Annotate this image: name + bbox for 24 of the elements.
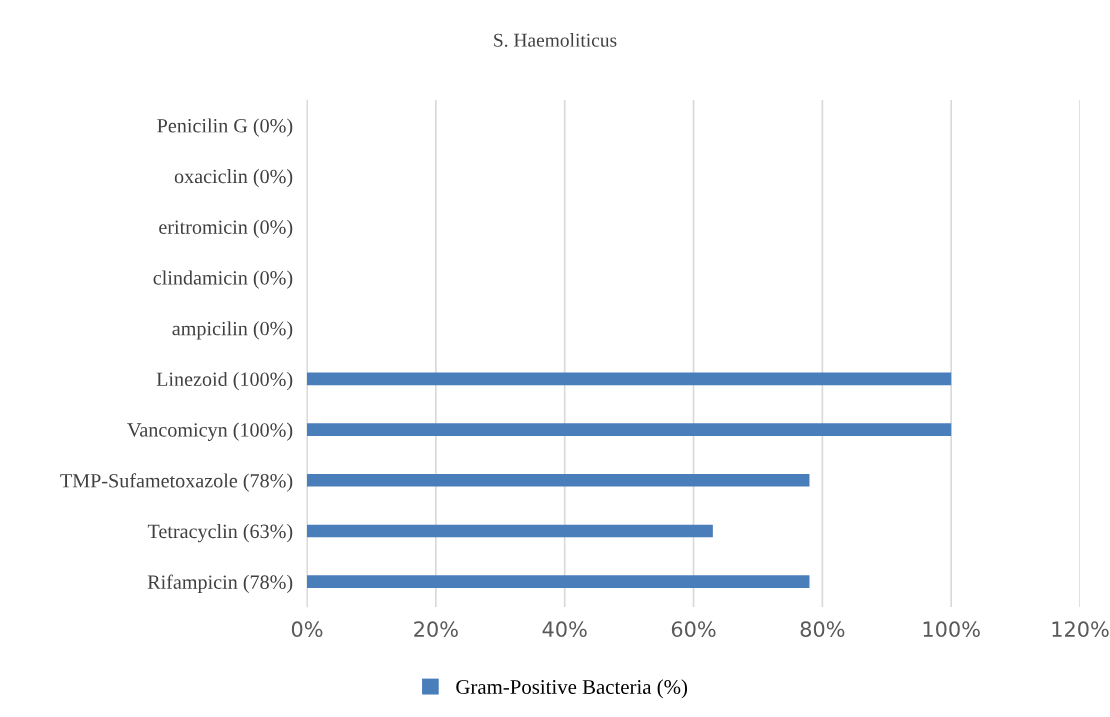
bar	[307, 524, 713, 538]
y-tick-label: clindamicin (0%)	[153, 270, 293, 289]
x-tick-label: 80%	[800, 621, 845, 638]
legend-label: Gram-Positive Bacteria (%)	[456, 679, 688, 699]
x-tick-label: 20%	[414, 621, 458, 638]
y-tick-label: Penicilin G (0%)	[157, 118, 293, 137]
chart-title: S. Haemoliticus	[494, 33, 617, 47]
y-tick-label: eritromicin (0%)	[159, 219, 293, 239]
x-tick-label: 40%	[542, 621, 587, 638]
bar	[307, 423, 952, 436]
y-tick-label: oxaciclin (0%)	[174, 169, 293, 188]
x-tick-label: 0%	[291, 621, 323, 638]
bar	[307, 473, 810, 487]
y-tick-label: ampicilin (0%)	[172, 321, 293, 340]
x-tick-label: 60%	[671, 621, 716, 638]
x-tick-label: 100%	[923, 621, 980, 638]
y-tick-label: Rifampicin (78%)	[147, 574, 293, 594]
y-tick-label: TMP-Sufametoxazole (78%)	[60, 473, 293, 492]
y-tick-label: Tetracyclin (63%)	[147, 523, 293, 543]
bar	[307, 372, 952, 386]
x-tick-label: 120%	[1052, 621, 1109, 638]
y-tick-label: Linezoid (100%)	[156, 371, 293, 391]
y-tick-label: Vancomicyn (100%)	[127, 422, 293, 441]
bar	[307, 575, 810, 588]
